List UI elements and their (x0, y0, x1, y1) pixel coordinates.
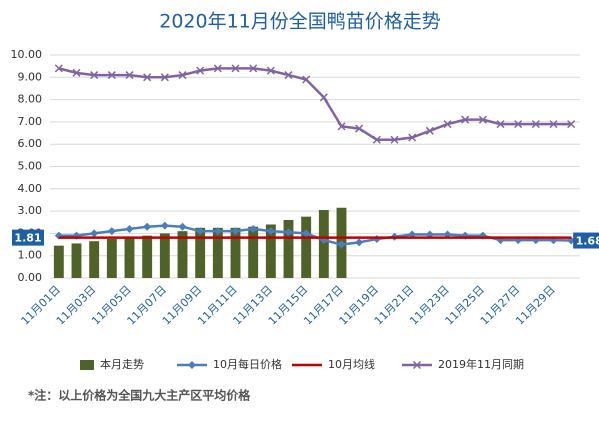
marker (408, 133, 417, 142)
marker (514, 120, 523, 129)
y-tick-label: 8.00 (18, 93, 43, 106)
y-tick-label: 1.00 (18, 249, 43, 262)
y-tick-label: 10.00 (11, 48, 43, 61)
marker (213, 64, 222, 73)
bar (265, 224, 276, 278)
marker (443, 120, 452, 129)
marker (302, 75, 311, 84)
marker (90, 71, 99, 80)
marker (188, 361, 196, 369)
marker (178, 71, 187, 80)
line (58, 67, 572, 141)
data-label: 1.81 (14, 232, 41, 245)
bar (195, 227, 206, 278)
marker (266, 66, 275, 75)
y-tick-label: 7.00 (18, 115, 43, 128)
bar (283, 220, 294, 278)
marker (302, 229, 311, 238)
bar (301, 216, 312, 278)
marker (372, 234, 381, 243)
legend-label: 2019年11月同期 (438, 357, 524, 371)
marker (372, 135, 381, 144)
y-tick-label: 0.00 (18, 271, 43, 284)
marker (567, 120, 576, 129)
marker (72, 68, 81, 77)
chart-title: 2020年11月份全国鸭苗价格走势 (159, 11, 441, 33)
marker (425, 126, 434, 135)
y-tick-label: 4.00 (18, 182, 43, 195)
y-tick-label: 3.00 (18, 204, 43, 217)
marker (54, 64, 63, 73)
marker (125, 71, 134, 80)
bar (53, 245, 64, 278)
marker (160, 221, 169, 230)
bar (159, 233, 170, 278)
marker (531, 120, 540, 129)
data-label-box (573, 232, 599, 249)
marker (196, 227, 205, 236)
legend-label: 10月均线 (328, 357, 375, 371)
marker (284, 228, 293, 237)
marker (249, 224, 258, 233)
marker (266, 227, 275, 236)
marker (160, 73, 169, 82)
marker (284, 71, 293, 80)
bar (212, 227, 223, 278)
marker (412, 360, 422, 370)
marker (337, 122, 346, 131)
y-tick-label: 5.00 (18, 160, 43, 173)
marker (231, 64, 240, 73)
marker (549, 120, 558, 129)
data-label: 1.68 (576, 235, 599, 248)
footnote: *注：以上价格为全国九大主产区平均价格 (28, 388, 251, 403)
marker (319, 93, 328, 102)
bar (177, 231, 188, 278)
marker (107, 227, 116, 236)
marker (143, 222, 152, 231)
marker (125, 224, 134, 233)
marker (90, 229, 99, 238)
y-tick-label: 9.00 (18, 70, 43, 83)
data-label-box (12, 229, 44, 246)
legend-label: 10月每日价格 (213, 357, 282, 371)
legend-label: 本月走势 (100, 357, 144, 371)
marker (461, 115, 470, 124)
bar (71, 243, 82, 278)
marker (249, 64, 258, 73)
bar (89, 241, 100, 278)
bar (106, 238, 117, 278)
line (58, 224, 572, 246)
marker (355, 238, 364, 247)
y-tick-label: 6.00 (18, 137, 43, 150)
marker (337, 240, 346, 249)
marker (478, 115, 487, 124)
marker (496, 120, 505, 129)
bar (142, 235, 153, 278)
marker (143, 73, 152, 82)
marker (178, 222, 187, 231)
bar (248, 226, 259, 278)
bar (230, 227, 241, 278)
bar (124, 236, 135, 278)
marker (355, 124, 364, 133)
legend-swatch (80, 360, 94, 370)
marker (390, 135, 399, 144)
marker (196, 66, 205, 75)
marker (107, 71, 116, 80)
marker (213, 227, 222, 236)
marker (231, 227, 240, 236)
